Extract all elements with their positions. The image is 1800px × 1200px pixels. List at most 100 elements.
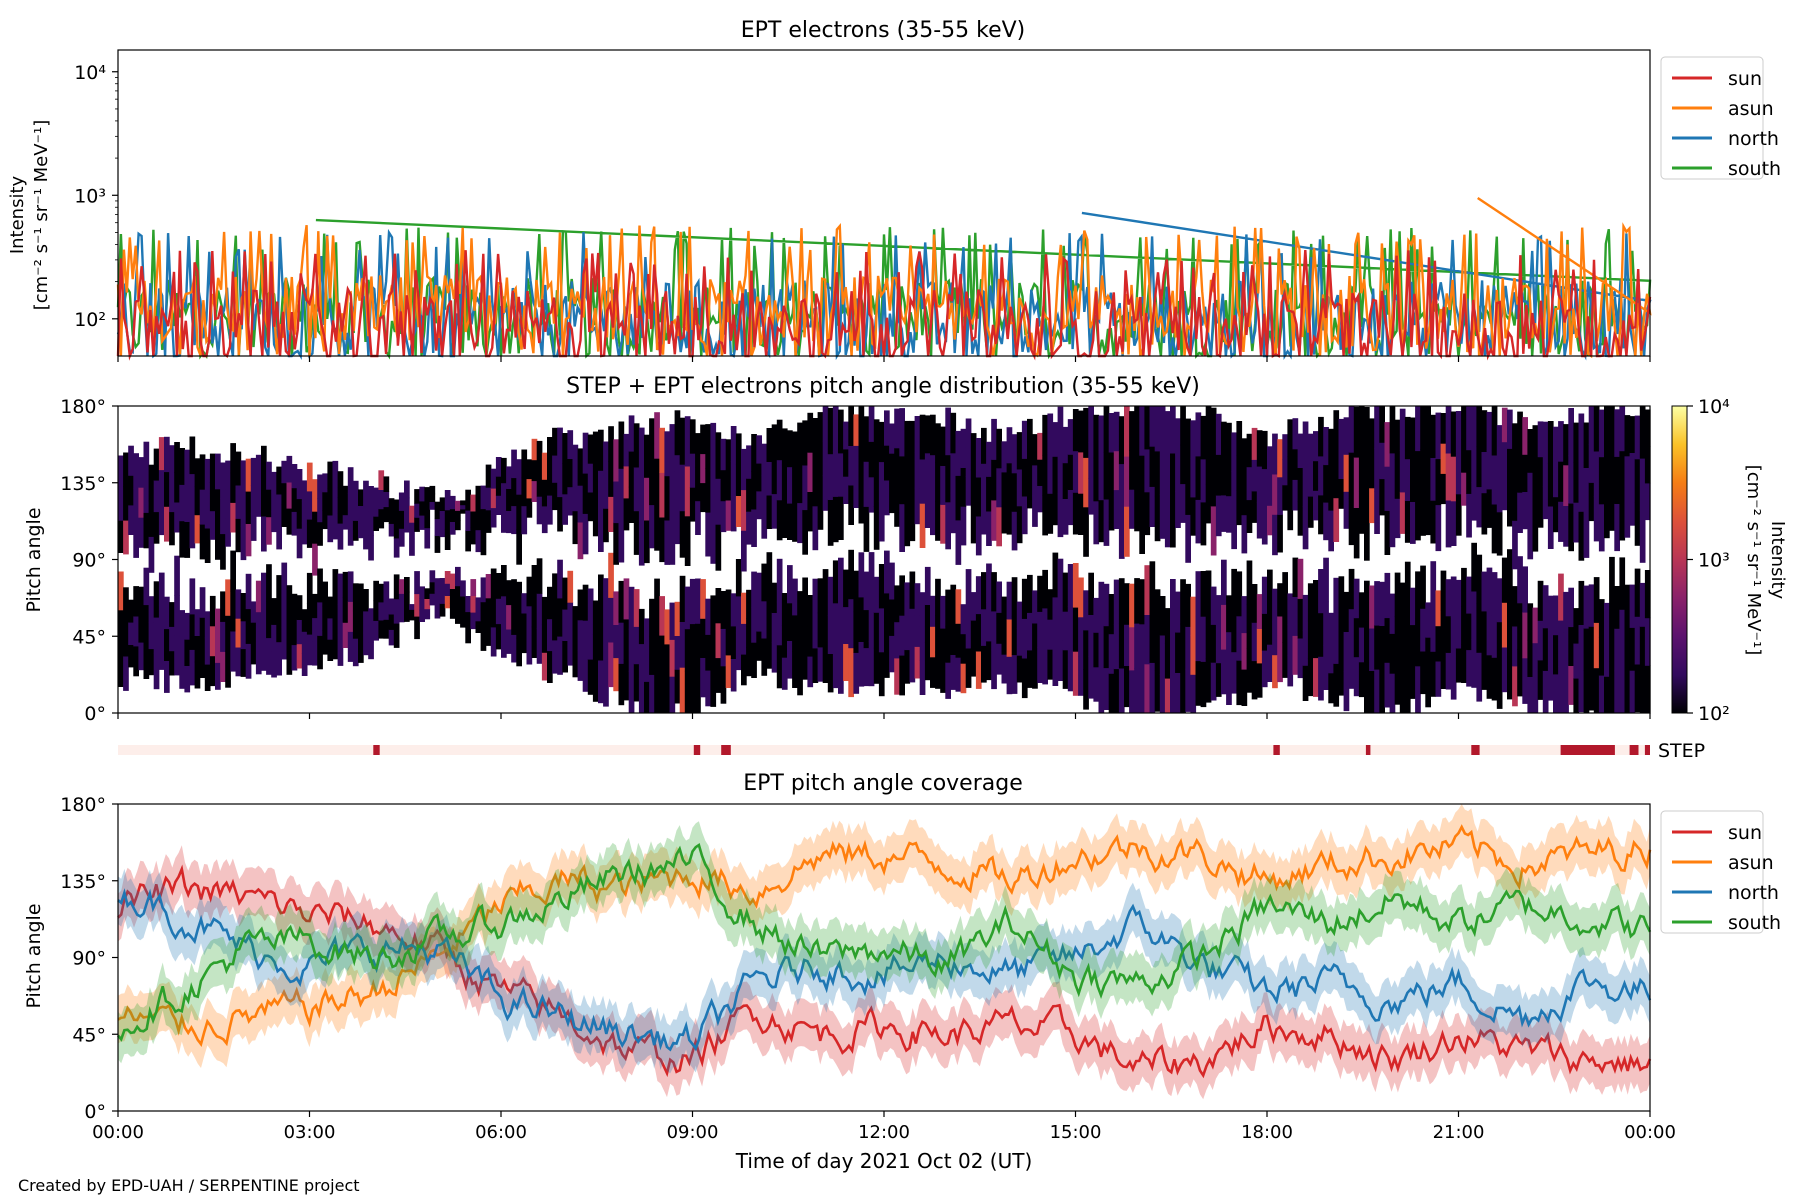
heatmap-cell: [1486, 611, 1493, 656]
heatmap-cell: [1001, 471, 1008, 503]
legend-label-asun: asun: [1728, 98, 1774, 120]
heatmap-cell: [1072, 607, 1079, 652]
heatmap-cell: [128, 644, 134, 668]
heatmap-cell: [1568, 503, 1574, 552]
heatmap-cell: [730, 658, 737, 692]
heatmap-cell: [766, 461, 773, 496]
heatmap-cell: [766, 590, 773, 631]
heatmap-cell: [296, 595, 303, 620]
heatmap-cell: [1394, 419, 1401, 460]
heatmap-cell: [940, 465, 946, 505]
heatmap-cell: [644, 520, 650, 564]
heatmap-cell: [756, 601, 762, 632]
heatmap-cell: [1108, 491, 1115, 531]
heatmap-cell: [342, 485, 349, 501]
heatmap-cell: [899, 503, 905, 552]
heatmap-cell: [924, 566, 931, 605]
heatmap-cell: [1440, 473, 1447, 505]
heatmap-cell: [827, 499, 834, 546]
heatmap-cell: [955, 657, 962, 692]
heatmap-cell: [153, 448, 160, 481]
heatmap-cell: [1001, 625, 1008, 655]
heatmap-cell: [965, 418, 972, 448]
heatmap-cell: [1430, 457, 1437, 501]
heatmap-cell: [1267, 569, 1273, 608]
heatmap-cell: [725, 469, 732, 501]
heatmap-cell: [1011, 472, 1018, 512]
legend-label-north: north: [1728, 128, 1779, 150]
heatmap-cell: [950, 584, 957, 621]
heatmap-cell: [317, 498, 323, 523]
heatmap-cell: [429, 570, 436, 583]
heatmap-cell: [873, 419, 880, 464]
heatmap-cell: [1415, 571, 1421, 620]
heatmap-cell: [843, 643, 849, 681]
heatmap-cell: [296, 643, 303, 669]
heatmap-cell: [1185, 418, 1191, 467]
heatmap-cell: [485, 597, 492, 623]
heatmap-cell: [1318, 656, 1324, 701]
heatmap-cell: [557, 496, 563, 532]
heatmap-cell: [1032, 590, 1038, 624]
heatmap-cell: [536, 558, 543, 594]
heatmap-cell: [424, 487, 431, 508]
heatmap-cell: [225, 489, 231, 519]
heatmap-cell: [858, 484, 865, 524]
heatmap-cell: [1389, 499, 1396, 548]
heatmap-cell: [1134, 668, 1140, 714]
heatmap-cell: [1578, 668, 1585, 713]
heatmap-cell: [608, 426, 614, 462]
heatmap-cell: [904, 504, 911, 547]
heatmap-cell: [1093, 666, 1100, 702]
heatmap-cell: [1027, 649, 1033, 688]
heatmap-cell: [1215, 454, 1222, 496]
heatmap-cell: [1154, 629, 1161, 671]
heatmap-cell: [455, 520, 461, 531]
heatmap-cell: [638, 473, 645, 520]
heatmap-cell: [536, 628, 543, 664]
heatmap-cell: [531, 438, 538, 461]
heatmap-cell: [613, 522, 619, 565]
heatmap-cell: [521, 613, 528, 634]
heatmap-cell: [1384, 617, 1391, 663]
heatmap-cell: [301, 501, 308, 524]
heatmap-cell: [965, 569, 972, 609]
heatmap-cell: [1256, 594, 1263, 629]
heatmap-cell: [245, 458, 252, 492]
heatmap-cell: [1088, 478, 1094, 515]
heatmap-cell: [654, 412, 660, 459]
heatmap-cell: [1195, 499, 1202, 544]
heatmap-cell: [261, 445, 267, 482]
heatmap-cell: [235, 485, 242, 519]
heatmap-cell: [475, 609, 482, 622]
heatmap-cell: [495, 598, 502, 625]
heatmap-cell: [1604, 493, 1610, 539]
heatmap-cell: [1180, 623, 1186, 669]
heatmap-cell: [1604, 449, 1610, 495]
heatmap-cell: [1164, 456, 1171, 503]
heatmap-cell: [363, 632, 369, 656]
heatmap-cell: [1619, 406, 1626, 452]
heatmap-cell: [1103, 406, 1110, 453]
heatmap-cell: [689, 487, 696, 522]
heatmap-cell: [996, 643, 1002, 675]
heatmap-cell: [674, 635, 681, 670]
heatmap-cell: [838, 409, 844, 454]
heatmap-cell: [567, 458, 574, 488]
heatmap-cell: [873, 576, 880, 613]
heatmap-cell: [1328, 428, 1334, 470]
heatmap-cell: [792, 578, 798, 616]
heatmap-cell: [878, 421, 885, 463]
heatmap-cell: [751, 471, 757, 510]
heatmap-cell: [1021, 420, 1028, 459]
heatmap-cell: [1139, 406, 1145, 456]
heatmap-cell: [557, 597, 563, 637]
heatmap-cell: [1547, 665, 1554, 701]
heatmap-cell: [1333, 620, 1340, 664]
heatmap-cell: [1522, 566, 1528, 613]
heatmap-cell: [1542, 454, 1549, 487]
heatmap-cell: [628, 586, 635, 630]
heatmap-cell: [245, 491, 252, 524]
heatmap-cell: [587, 588, 594, 625]
